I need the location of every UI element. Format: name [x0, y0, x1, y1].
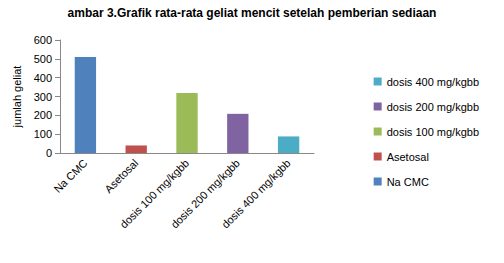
svg-text:dosis 200 mg/kgbb: dosis 200 mg/kgbb [168, 156, 242, 231]
svg-text:200: 200 [34, 109, 52, 121]
svg-text:dosis 200 mg/kgbb: dosis 200 mg/kgbb [387, 101, 479, 113]
svg-text:Asetosal: Asetosal [387, 151, 429, 163]
svg-text:300: 300 [34, 91, 52, 103]
svg-text:600: 600 [34, 34, 52, 46]
svg-text:dosis 400 mg/kgbb: dosis 400 mg/kgbb [387, 76, 479, 88]
svg-text:Na CMC: Na CMC [51, 157, 89, 195]
svg-text:dosis 100 mg/kgbb: dosis 100 mg/kgbb [387, 126, 479, 138]
svg-text:Asetosal: Asetosal [102, 157, 140, 195]
svg-text:400: 400 [34, 72, 52, 84]
svg-text:100: 100 [34, 128, 52, 140]
svg-text:jumlah geliat: jumlah geliat [11, 66, 23, 129]
svg-text:Na CMC: Na CMC [387, 176, 429, 188]
svg-text:0: 0 [46, 147, 52, 159]
svg-text:dosis 100 mg/kgbb: dosis 100 mg/kgbb [117, 156, 192, 231]
svg-text:dosis 400 mg/kgbb: dosis 400 mg/kgbb [219, 157, 293, 231]
svg-text:500: 500 [34, 53, 52, 65]
svg-text:ambar 3.Grafik rata-rata gelia: ambar 3.Grafik rata-rata geliat mencit s… [68, 6, 437, 20]
